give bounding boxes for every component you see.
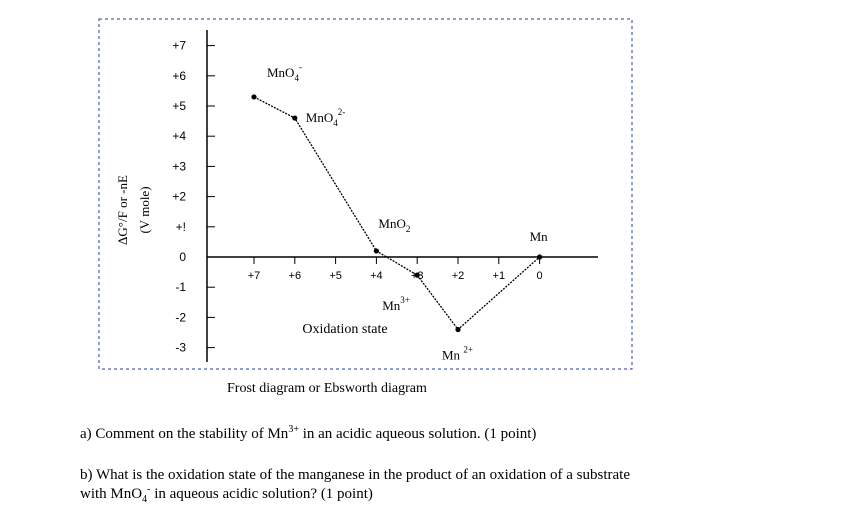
y-tick-label: -3 (175, 341, 186, 355)
question-b-line2-sup: - (147, 484, 151, 495)
x-tick-label: 0 (537, 270, 543, 282)
x-tick-label: +1 (493, 270, 506, 282)
y-axis-label: ΔG°/F or -nE (V mole) (115, 175, 152, 245)
y-tick-label: -1 (175, 280, 186, 294)
data-point (292, 115, 298, 121)
data-point (455, 326, 461, 333)
x-tick-label: +5 (329, 270, 342, 282)
question-b-line1: b) What is the oxidation state of the ma… (80, 467, 630, 483)
x-tick-label: +6 (289, 270, 302, 282)
data-point (251, 94, 257, 100)
species-label: Mn (530, 229, 549, 244)
x-tick-label: +2 (452, 270, 465, 282)
question-a-prefix: a) Comment on the stability of Mn (80, 426, 289, 442)
x-tick-label: +4 (370, 270, 383, 282)
point-labels: MnO4- MnO42- MnO2 Mn3+ Mn 2+ Mn (267, 62, 548, 363)
y-tick-label: +7 (172, 39, 186, 53)
species-label: MnO42- (306, 107, 345, 128)
y-axis-label-line1: ΔG°/F or -nE (115, 175, 130, 245)
species-label: Mn3+ (382, 295, 410, 313)
y-tick-label: +4 (172, 129, 186, 143)
y-tick-label: 0 (179, 250, 186, 264)
question-b-line2-sub: 4 (142, 494, 148, 505)
species-label: MnO4- (267, 62, 302, 83)
x-tick-label: +7 (248, 270, 261, 282)
data-point (537, 254, 543, 260)
x-axis-ticks: +7+6+5+4+3+2+10 (248, 257, 543, 282)
question-a-sup: 3+ (288, 424, 299, 435)
question-b-line2-prefix: with MnO (80, 486, 143, 502)
question-b-line2-suffix: in aqueous acidic solution? (1 point) (150, 486, 373, 502)
species-label: Mn 2+ (442, 344, 473, 362)
series-line (253, 96, 541, 331)
y-tick-label: +3 (172, 159, 186, 173)
y-tick-label: -2 (175, 310, 186, 324)
question-a: a) Comment on the stability of Mn3+ in a… (80, 425, 536, 444)
data-points (251, 94, 543, 333)
question-a-suffix: in an acidic aqueous solution. (1 point) (298, 426, 537, 442)
question-b: b) What is the oxidation state of the ma… (80, 466, 780, 505)
data-point (414, 272, 420, 278)
y-tick-label: +2 (172, 190, 186, 204)
frost-diagram: +7 +6 +5 +4 +3 +2 +! 0 -1 -2 -3 +7 +6 +5 +4 +3 +2 +1 0 Mn… (98, 18, 633, 396)
y-tick-label: +! (176, 220, 186, 234)
y-tick-label: +5 (172, 99, 186, 113)
x-axis-label: Oxidation state (302, 322, 387, 337)
y-tick-label: +6 (172, 69, 186, 83)
y-axis-label-line2: (V mole) (137, 186, 152, 233)
data-point (373, 248, 379, 254)
figure-border (98, 18, 633, 370)
chart-caption: Frost diagram or Ebsworth diagram (227, 381, 427, 396)
species-label: MnO2 (378, 216, 410, 234)
y-axis-ticks: +7 +6 +5 +4 +3 +2 +! 0 -1 -2 -3 (172, 39, 215, 355)
